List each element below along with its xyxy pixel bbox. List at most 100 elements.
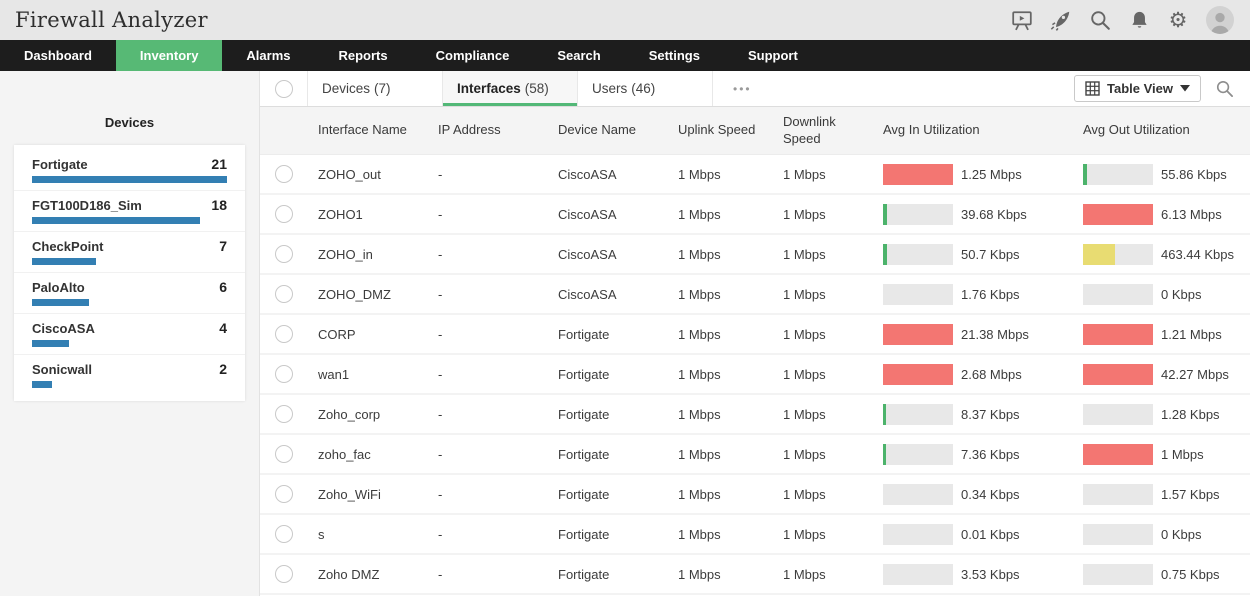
device-count-bar xyxy=(32,217,227,224)
device-type-item[interactable]: Fortigate 21 xyxy=(14,150,245,191)
row-select-radio[interactable] xyxy=(275,165,293,183)
utilization-bar xyxy=(1083,443,1153,465)
device-count-bar xyxy=(32,340,227,347)
row-select-radio[interactable] xyxy=(275,325,293,343)
avg-out-utilization-cell: 463.44 Kbps xyxy=(1073,243,1250,265)
avg-in-utilization-cell: 8.37 Kbps xyxy=(873,403,1073,425)
inventory-tab[interactable]: Devices (7) xyxy=(308,71,443,106)
device-count-bar xyxy=(32,381,227,388)
column-header-downlink-speed[interactable]: Downlink Speed xyxy=(783,114,836,146)
table-row[interactable]: ZOHO_in - CiscoASA 1 Mbps 1 Mbps 50.7 Kb… xyxy=(260,235,1250,275)
ip-address-cell: - xyxy=(438,486,443,502)
column-header-uplink-speed[interactable]: Uplink Speed xyxy=(678,122,756,138)
avg-out-utilization-cell: 42.27 Mbps xyxy=(1073,363,1250,385)
row-select-radio[interactable] xyxy=(275,205,293,223)
table-row[interactable]: s - Fortigate 1 Mbps 1 Mbps 0.01 Kbps 0 … xyxy=(260,515,1250,555)
nav-item[interactable]: Compliance xyxy=(435,48,510,63)
utilization-bar xyxy=(1083,203,1153,225)
inventory-tab[interactable]: Users (46) xyxy=(578,71,713,106)
rocket-icon[interactable] xyxy=(1050,9,1072,31)
uplink-speed-cell: 1 Mbps xyxy=(678,406,721,422)
table-row[interactable]: Zoho_corp - Fortigate 1 Mbps 1 Mbps 8.37… xyxy=(260,395,1250,435)
row-select-radio[interactable] xyxy=(275,405,293,423)
utilization-bar xyxy=(883,203,953,225)
nav-item[interactable]: Alarms xyxy=(246,48,291,63)
more-tabs-button[interactable]: ••• xyxy=(733,81,752,96)
select-all-radio[interactable] xyxy=(274,79,293,98)
sidebar-title: Devices xyxy=(104,115,155,130)
topbar: Firewall Analyzer ⚙ xyxy=(0,0,1250,40)
device-type-item[interactable]: PaloAlto 6 xyxy=(14,273,245,314)
row-select-radio[interactable] xyxy=(275,285,293,303)
utilization-bar xyxy=(1083,483,1153,505)
table-row[interactable]: CORP - Fortigate 1 Mbps 1 Mbps 21.38 Mbp… xyxy=(260,315,1250,355)
avg-out-utilization-cell: 1.28 Kbps xyxy=(1073,403,1250,425)
device-type-item[interactable]: CheckPoint 7 xyxy=(14,232,245,273)
row-select-radio[interactable] xyxy=(275,565,293,583)
device-name-cell: Fortigate xyxy=(558,486,610,502)
ip-address-cell: - xyxy=(438,406,443,422)
table-search-icon[interactable] xyxy=(1215,79,1234,98)
nav-item[interactable]: Search xyxy=(557,48,601,63)
avg-out-utilization-cell: 1 Mbps xyxy=(1073,443,1250,465)
column-header-avg-out-utilization[interactable]: Avg Out Utilization xyxy=(1083,122,1190,138)
device-type-item[interactable]: FGT100D186_Sim 18 xyxy=(14,191,245,232)
utilization-bar xyxy=(883,283,953,305)
downlink-speed-cell: 1 Mbps xyxy=(783,166,826,182)
nav-item[interactable]: Support xyxy=(747,48,798,63)
avg-in-utilization-cell: 21.38 Mbps xyxy=(873,323,1073,345)
table-row[interactable]: ZOHO_out - CiscoASA 1 Mbps 1 Mbps 1.25 M… xyxy=(260,155,1250,195)
row-select-radio[interactable] xyxy=(275,525,293,543)
utilization-bar xyxy=(883,523,953,545)
table-row[interactable]: ZOHO_DMZ - CiscoASA 1 Mbps 1 Mbps 1.76 K… xyxy=(260,275,1250,315)
utilization-bar xyxy=(883,483,953,505)
bell-icon[interactable] xyxy=(1128,9,1150,31)
device-type-item[interactable]: CiscoASA 4 xyxy=(14,314,245,355)
device-type-item[interactable]: Sonicwall 2 xyxy=(14,355,245,395)
ip-address-cell: - xyxy=(438,246,443,262)
row-select-radio[interactable] xyxy=(275,365,293,383)
interface-name-cell: ZOHO1 xyxy=(318,206,363,222)
user-avatar[interactable] xyxy=(1206,6,1234,34)
row-select-radio[interactable] xyxy=(275,245,293,263)
downlink-speed-cell: 1 Mbps xyxy=(783,566,826,582)
nav-item[interactable]: Settings xyxy=(648,48,700,63)
search-icon[interactable] xyxy=(1089,9,1111,31)
ip-address-cell: - xyxy=(438,566,443,582)
interface-name-cell: Zoho_WiFi xyxy=(318,486,381,502)
column-header-ip-address[interactable]: IP Address xyxy=(438,122,501,138)
table-row[interactable]: Zoho DMZ - Fortigate 1 Mbps 1 Mbps 3.53 … xyxy=(260,555,1250,595)
avg-out-utilization-cell: 0.75 Kbps xyxy=(1073,563,1250,585)
uplink-speed-cell: 1 Mbps xyxy=(678,286,721,302)
device-name-cell: Fortigate xyxy=(558,366,610,382)
row-select-radio[interactable] xyxy=(275,485,293,503)
nav-item[interactable]: Inventory xyxy=(115,40,223,71)
column-header-avg-in-utilization[interactable]: Avg In Utilization xyxy=(883,122,980,138)
ip-address-cell: - xyxy=(438,526,443,542)
row-select-radio[interactable] xyxy=(275,445,293,463)
inventory-tab[interactable]: Interfaces (58) xyxy=(443,71,578,106)
device-name-cell: Fortigate xyxy=(558,526,610,542)
utilization-bar xyxy=(883,443,953,465)
table-view-label: Table View xyxy=(1107,81,1173,96)
table-row[interactable]: ZOHO1 - CiscoASA 1 Mbps 1 Mbps 39.68 Kbp… xyxy=(260,195,1250,235)
avg-out-utilization-cell: 6.13 Mbps xyxy=(1073,203,1250,225)
table-row[interactable]: Zoho_WiFi - Fortigate 1 Mbps 1 Mbps 0.34… xyxy=(260,475,1250,515)
uplink-speed-cell: 1 Mbps xyxy=(678,166,721,182)
table-row[interactable]: zoho_fac - Fortigate 1 Mbps 1 Mbps 7.36 … xyxy=(260,435,1250,475)
chevron-down-icon xyxy=(1180,85,1190,92)
gear-icon[interactable]: ⚙ xyxy=(1168,8,1188,32)
ip-address-cell: - xyxy=(438,166,443,182)
downlink-speed-cell: 1 Mbps xyxy=(783,246,826,262)
nav-item[interactable]: Dashboard xyxy=(24,48,92,63)
table-header: Interface Name IP Address Device Name Up… xyxy=(260,107,1250,155)
column-header-interface-name[interactable]: Interface Name xyxy=(318,122,407,138)
table-view-dropdown[interactable]: Table View xyxy=(1074,75,1201,102)
presentation-play-icon[interactable] xyxy=(1011,9,1033,31)
avg-in-utilization-cell: 0.34 Kbps xyxy=(873,483,1073,505)
device-type-count: 21 xyxy=(211,156,227,172)
downlink-speed-cell: 1 Mbps xyxy=(783,526,826,542)
nav-item[interactable]: Reports xyxy=(338,48,388,63)
table-row[interactable]: wan1 - Fortigate 1 Mbps 1 Mbps 2.68 Mbps… xyxy=(260,355,1250,395)
column-header-device-name[interactable]: Device Name xyxy=(558,122,637,138)
